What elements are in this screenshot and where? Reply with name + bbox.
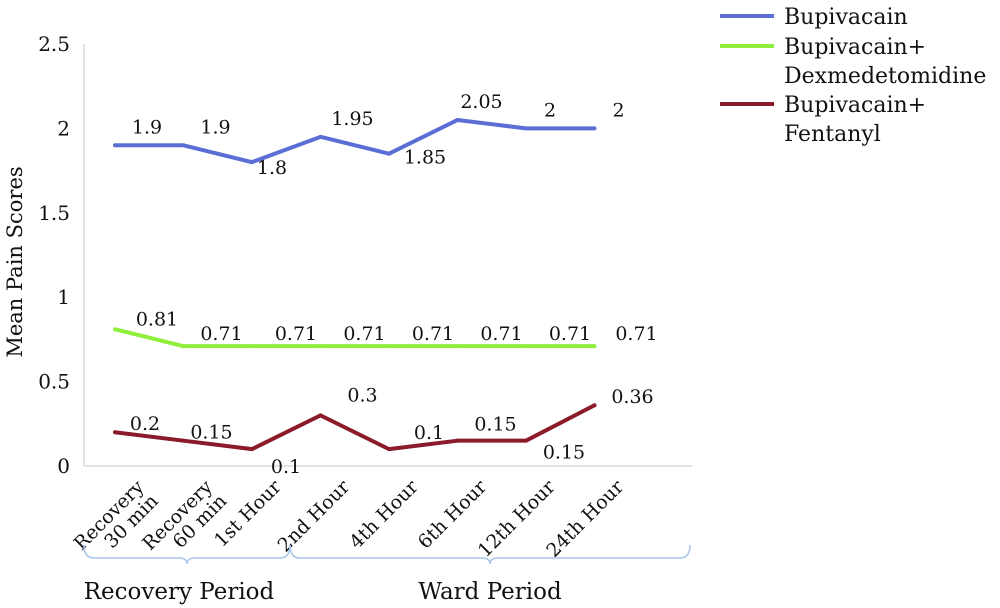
data-label: 1.85	[404, 147, 446, 169]
period-bracket	[289, 544, 691, 565]
data-label: 0.71	[200, 323, 242, 345]
data-point	[318, 413, 323, 418]
legend: Bupivacain Bupivacain+ DexmedetomidineBupi…	[720, 5, 986, 147]
data-point	[592, 403, 597, 408]
period-bracket	[83, 544, 291, 565]
x-tick-label: Recovery60 min	[138, 476, 231, 569]
data-point	[455, 117, 460, 122]
axes	[83, 44, 692, 467]
data-label: 0.71	[549, 323, 591, 345]
data-label: 0.2	[130, 413, 160, 435]
y-tick-label: 1	[57, 285, 70, 309]
y-tick-label: 0.5	[38, 370, 70, 394]
data-point	[387, 151, 391, 156]
data-label: 0.71	[480, 323, 522, 345]
y-axis-label: Mean Pain Scores	[3, 166, 27, 357]
data-point	[113, 143, 117, 148]
series-lines	[113, 117, 597, 452]
y-tick-label: 2.5	[38, 32, 70, 56]
legend-entry: Bupivacain+ Dexmedetomidine	[784, 35, 986, 89]
legend-entry: Bupivacain	[784, 5, 908, 30]
data-label: 1.9	[132, 116, 162, 138]
data-label: 0.71	[343, 323, 385, 345]
data-point	[181, 344, 186, 349]
period-brackets: Recovery Period Ward Period	[83, 544, 691, 605]
y-tick-label: 0	[57, 454, 70, 478]
y-tick-label: 2	[57, 116, 70, 140]
data-label: 0.3	[347, 384, 377, 406]
data-label: 0.36	[611, 386, 653, 408]
data-point	[181, 438, 186, 443]
data-label: 0.71	[412, 323, 454, 345]
data-point	[250, 344, 254, 349]
data-point	[592, 126, 597, 131]
data-label: 1.9	[200, 116, 230, 138]
data-point	[524, 126, 528, 131]
data-label: 0.71	[615, 323, 657, 345]
data-label: 0.1	[414, 422, 444, 444]
data-label: 2.05	[460, 91, 502, 113]
data-point	[387, 344, 391, 349]
data-label: 2	[544, 99, 556, 121]
data-labels: 1.9 1.9 1.8 1.95 1.85 2.05 2 2 0.81 0.71 0.71 0.71 0…	[130, 91, 658, 478]
data-point	[318, 344, 323, 349]
data-point	[318, 134, 323, 139]
data-label: 2	[612, 99, 624, 121]
data-point	[592, 344, 597, 349]
data-point	[387, 447, 391, 452]
y-tick-label: 1.5	[38, 201, 70, 225]
data-point	[524, 344, 528, 349]
data-point	[455, 344, 460, 349]
period-label: Ward Period	[418, 579, 562, 605]
data-point	[455, 438, 460, 443]
data-point	[113, 430, 117, 435]
data-point	[524, 438, 528, 443]
data-label: 0.71	[275, 323, 317, 345]
data-point	[181, 143, 186, 148]
data-label: 1.95	[331, 108, 373, 130]
legend-entry: Bupivacain+ Fentanyl	[784, 93, 926, 147]
data-label: 0.1	[271, 456, 301, 478]
data-label: 1.8	[257, 157, 287, 179]
data-point	[250, 447, 254, 452]
x-tick-label: Recovery30 min	[70, 476, 163, 569]
x-tick-label: 4th Hour	[345, 475, 423, 553]
data-label: 0.81	[136, 308, 178, 330]
period-label: Recovery Period	[84, 579, 275, 605]
data-point	[250, 160, 254, 165]
data-label: 0.15	[474, 414, 516, 436]
series-line-3	[114, 403, 596, 452]
series-line-2	[114, 327, 595, 349]
data-label: 0.15	[543, 442, 585, 464]
y-tick-labels: 0 0.5 1 1.5 2 2.5	[38, 32, 70, 478]
data-label: 0.15	[190, 422, 232, 444]
series-line-1	[115, 117, 595, 165]
x-tick-label: 2nd Hour	[274, 475, 355, 556]
data-point	[113, 327, 117, 332]
